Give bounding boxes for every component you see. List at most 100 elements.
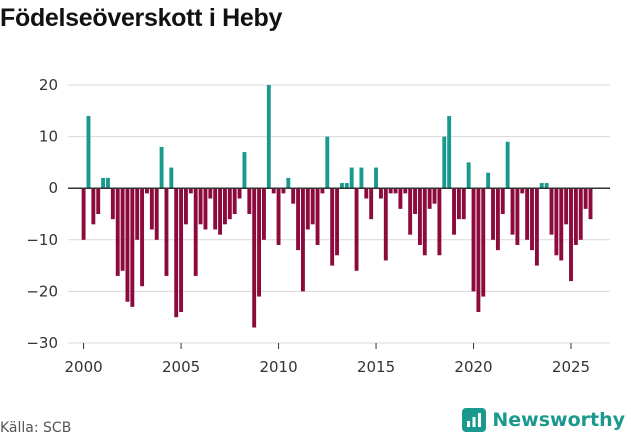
x-tick-label: 2015	[357, 358, 395, 376]
y-tick-label: −30	[26, 334, 58, 352]
bar	[110, 188, 115, 220]
bar	[495, 188, 500, 251]
bar	[456, 188, 461, 220]
bar	[447, 115, 452, 189]
bar	[354, 188, 359, 271]
bar	[588, 188, 593, 220]
bar	[227, 188, 232, 220]
bar	[583, 188, 588, 209]
bar	[569, 188, 573, 282]
bar	[452, 188, 456, 235]
y-tick-label: −10	[26, 231, 58, 249]
bar	[398, 188, 403, 209]
bar	[193, 188, 198, 276]
bar	[369, 188, 374, 220]
bar	[203, 188, 208, 230]
bar	[169, 167, 174, 189]
x-tick-label: 2000	[65, 358, 103, 376]
bar	[335, 188, 339, 256]
bar	[96, 188, 101, 214]
bar	[232, 188, 237, 214]
bar	[237, 188, 242, 199]
bar	[247, 188, 252, 214]
bar	[276, 188, 281, 245]
bar	[481, 188, 486, 297]
brand-logo: Newsworthy	[462, 408, 625, 432]
source-label: Källa: SCB	[0, 420, 72, 436]
bar	[130, 188, 135, 307]
bar	[149, 188, 154, 230]
bar	[442, 136, 447, 189]
x-tick-label: 2010	[259, 358, 297, 376]
bar	[525, 188, 530, 240]
bar	[159, 146, 164, 189]
bar	[491, 188, 495, 240]
bar	[305, 188, 310, 230]
bar	[559, 188, 564, 261]
y-tick-label: −20	[26, 282, 58, 300]
bar	[91, 188, 96, 225]
bar-chart-icon	[462, 408, 487, 432]
bar	[300, 188, 305, 292]
bar	[120, 188, 125, 271]
bar	[315, 188, 320, 245]
x-tick-label: 2025	[552, 358, 590, 376]
bar	[208, 188, 213, 199]
bar	[296, 188, 301, 251]
bar	[330, 188, 335, 266]
bar	[174, 188, 179, 318]
bar	[437, 188, 442, 256]
bar	[378, 188, 383, 199]
bar	[417, 188, 422, 245]
bar	[534, 188, 539, 266]
bar	[198, 188, 203, 225]
y-tick-label: 20	[39, 76, 58, 94]
bar	[320, 188, 325, 194]
bar	[188, 188, 193, 194]
x-tick-label: 2020	[454, 358, 492, 376]
bar	[242, 152, 247, 189]
bar	[339, 183, 344, 189]
brand-name: Newsworthy	[492, 409, 625, 431]
bar	[266, 85, 271, 189]
bar	[505, 141, 510, 189]
x-axis-ticks: 2000 2005 2010 2015 2020 2025	[65, 343, 590, 376]
bar	[578, 188, 583, 240]
bar	[413, 188, 417, 214]
bar	[515, 188, 520, 245]
bar	[81, 188, 86, 240]
bar	[374, 167, 378, 189]
bar	[564, 188, 569, 225]
x-tick-label: 2005	[162, 358, 200, 376]
bar	[486, 172, 491, 189]
bar	[344, 183, 349, 189]
bar	[261, 188, 266, 240]
bar	[461, 188, 466, 220]
bar	[154, 188, 159, 240]
y-tick-label: 10	[39, 128, 58, 146]
bar	[140, 188, 145, 287]
bar	[388, 188, 393, 194]
y-tick-label: 0	[48, 179, 58, 197]
bar	[252, 188, 257, 328]
bar	[86, 115, 91, 189]
bar	[383, 188, 388, 261]
bar	[115, 188, 120, 276]
y-axis-ticks: 20 10 0 −10 −20 −30	[26, 76, 58, 352]
bar	[427, 188, 432, 209]
bar	[530, 188, 534, 251]
bar	[106, 177, 110, 189]
bar	[213, 188, 218, 230]
bar	[145, 188, 149, 194]
bar	[101, 177, 106, 189]
bar	[510, 188, 515, 235]
bar	[549, 188, 554, 235]
bar	[281, 188, 286, 194]
bar	[554, 188, 559, 256]
bar	[393, 188, 398, 194]
bar	[422, 188, 427, 256]
bar	[179, 188, 184, 313]
bars	[81, 85, 593, 328]
bar	[544, 183, 549, 189]
bar	[466, 162, 471, 189]
